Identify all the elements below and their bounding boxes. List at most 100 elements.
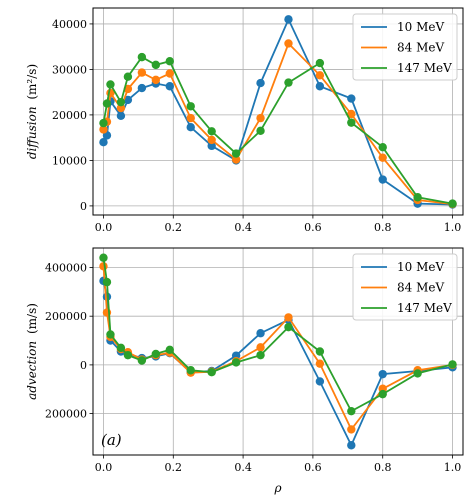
diffusion-data-point bbox=[448, 199, 457, 208]
diffusion-x-tick-label: 0.4 bbox=[234, 221, 252, 234]
diffusion-data-point bbox=[256, 126, 265, 136]
diffusion-data-point bbox=[256, 113, 265, 123]
diffusion-data-point bbox=[137, 52, 147, 62]
diffusion-data-point bbox=[231, 155, 241, 164]
diffusion-data-point bbox=[315, 58, 325, 68]
diffusion-series bbox=[99, 15, 457, 209]
diffusion-panel: 0.0 0.2 0.4 0.6 0.8 1.0010000200003000040000 … bbox=[25, 7, 464, 234]
diffusion-data-point bbox=[378, 153, 387, 162]
advection-axes-frame bbox=[92, 247, 464, 456]
advection-legend-entry: 10 MeV bbox=[397, 260, 444, 274]
advection-data-point bbox=[315, 347, 325, 356]
diffusion-x-tick-label: 1.0 bbox=[444, 221, 462, 234]
diffusion-data-point bbox=[284, 39, 293, 48]
advection-x-tick-label: 0.6 bbox=[304, 461, 322, 474]
diffusion-x-tick-label: 0.6 bbox=[304, 221, 322, 234]
diffusion-data-point bbox=[151, 60, 161, 70]
advection-x-tick-label: 0.2 bbox=[165, 461, 183, 474]
advection-data-point bbox=[116, 343, 126, 353]
advection-y-tick-label: 0 bbox=[80, 359, 87, 372]
diffusion-data-point bbox=[378, 175, 387, 184]
advection-y-axis-label: advection (m/s) bbox=[25, 303, 39, 400]
advection-ticks: 0.0 0.2 0.4 0.6 0.8 1.0 200000 0 200000 400000 bbox=[45, 261, 461, 474]
diffusion-data-point bbox=[315, 71, 325, 80]
diffusion-y-axis-label: diffusion (m²/s) bbox=[25, 64, 39, 159]
diffusion-data-point bbox=[413, 193, 422, 202]
advection-data-point bbox=[448, 360, 457, 369]
advection-data-point bbox=[347, 425, 356, 434]
advection-data-point bbox=[347, 406, 356, 416]
advection-data-point bbox=[256, 343, 265, 352]
diffusion-data-point bbox=[231, 149, 241, 158]
diffusion-data-point bbox=[123, 72, 133, 81]
diffusion-data-point bbox=[99, 118, 108, 128]
diffusion-data-point bbox=[186, 122, 195, 132]
advection-x-tick-label: 0.8 bbox=[374, 461, 392, 474]
diffusion-x-tick-label: 0.0 bbox=[95, 221, 113, 234]
advection-data-point bbox=[284, 322, 293, 332]
advection-legend-entry: 84 MeV bbox=[397, 281, 444, 295]
advection-data-point bbox=[378, 389, 387, 399]
advection-grid bbox=[93, 248, 463, 455]
panel-label: (a) bbox=[101, 431, 122, 449]
diffusion-data-point bbox=[165, 82, 174, 91]
diffusion-y-tick-label: 10000 bbox=[52, 154, 87, 167]
diffusion-y-tick-label: 0 bbox=[80, 200, 87, 213]
advection-data-point bbox=[123, 350, 133, 360]
advection-data-point bbox=[315, 359, 325, 368]
advection-y-tick-label: 400000 bbox=[45, 261, 87, 274]
diffusion-data-point bbox=[151, 75, 161, 85]
diffusion-y-tick-label: 30000 bbox=[52, 63, 87, 76]
advection-data-point bbox=[413, 369, 422, 378]
advection-x-axis-label: ρ bbox=[273, 481, 281, 495]
diffusion-y-tick-label: 40000 bbox=[52, 18, 87, 31]
advection-data-point bbox=[347, 441, 356, 450]
advection-legend-box bbox=[352, 253, 458, 321]
diffusion-x-tick-label: 0.8 bbox=[374, 221, 392, 234]
diffusion-data-point bbox=[123, 95, 133, 105]
diffusion-data-point bbox=[284, 78, 293, 87]
diffusion-data-point bbox=[99, 138, 108, 147]
diffusion-data-point bbox=[347, 109, 356, 119]
advection-data-point bbox=[137, 356, 147, 365]
diffusion-data-point bbox=[116, 103, 126, 113]
diffusion-data-point bbox=[186, 113, 195, 123]
diffusion-legend-box bbox=[352, 13, 458, 81]
advection-data-point bbox=[102, 277, 112, 287]
diffusion-legend-entry: 10 MeV bbox=[397, 20, 444, 34]
advection-x-tick-label: 0.4 bbox=[234, 461, 252, 474]
diffusion-data-point bbox=[284, 15, 293, 24]
diffusion-legend-entry: 147 MeV bbox=[397, 61, 452, 75]
diffusion-data-point bbox=[347, 118, 356, 127]
diffusion-x-tick-label: 0.2 bbox=[165, 221, 183, 234]
diffusion-data-point bbox=[186, 102, 195, 111]
advection-legend-entry: 147 MeV bbox=[397, 301, 452, 315]
advection-data-point bbox=[151, 349, 161, 359]
diffusion-data-point bbox=[116, 111, 126, 121]
diffusion-data-point bbox=[106, 80, 115, 89]
diffusion-y-tick-label: 20000 bbox=[52, 109, 87, 122]
diffusion-data-point bbox=[165, 69, 174, 78]
diffusion-axes-frame bbox=[92, 7, 464, 216]
diffusion-ticks: 0.0 0.2 0.4 0.6 0.8 1.0 0 10000 20000 30000 40000 bbox=[52, 18, 461, 234]
diffusion-data-point bbox=[207, 141, 216, 151]
advection-data-point bbox=[207, 368, 216, 377]
diffusion-data-point bbox=[256, 78, 265, 88]
advection-y-tick-label: 200000 bbox=[45, 408, 87, 421]
diffusion-data-point bbox=[207, 135, 216, 145]
diffusion-data-point bbox=[378, 143, 387, 152]
advection-legend: 10 MeV 84 MeV 147 MeV bbox=[352, 253, 458, 321]
advection-data-point bbox=[256, 329, 265, 338]
advection-data-point bbox=[315, 377, 325, 386]
advection-data-point bbox=[99, 253, 108, 262]
diffusion-legend: 10 MeV 84 MeV 147 MeV bbox=[352, 13, 458, 81]
advection-data-point bbox=[165, 345, 174, 354]
diffusion-data-point bbox=[102, 99, 112, 108]
advection-data-point bbox=[378, 369, 387, 379]
advection-x-tick-label: 1.0 bbox=[444, 461, 462, 474]
advection-panel: 0.0 0.2 0.4 0.6 0.8 1.0 200000 0 200000 400000 ad… bbox=[25, 247, 464, 495]
diffusion-data-point bbox=[137, 68, 147, 77]
advection-data-point bbox=[231, 358, 241, 367]
